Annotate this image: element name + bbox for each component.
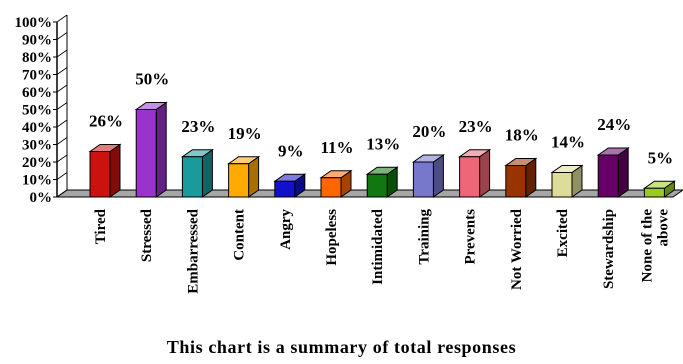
bar bbox=[412, 161, 434, 198]
bar-side bbox=[617, 147, 629, 198]
y-tick-label: 20% bbox=[22, 155, 52, 171]
data-label: 18% bbox=[505, 126, 539, 145]
y-tick-label: 90% bbox=[22, 33, 52, 49]
category-label: Angry bbox=[278, 209, 294, 250]
category-label: Tired bbox=[93, 208, 109, 244]
category-label: Stewardship bbox=[601, 209, 617, 289]
data-label: 5% bbox=[648, 148, 674, 167]
category-label: Intimidated bbox=[370, 208, 386, 285]
y-tick-depth bbox=[56, 49, 68, 58]
data-label: 9% bbox=[278, 141, 304, 160]
y-tick-label: 100% bbox=[15, 15, 53, 31]
data-label: 50% bbox=[135, 70, 169, 89]
bar-side bbox=[155, 101, 167, 198]
bar-side bbox=[201, 148, 213, 198]
category-label: above bbox=[655, 209, 671, 247]
data-label: 19% bbox=[228, 124, 262, 143]
bar bbox=[274, 180, 296, 198]
category-label: Not Worried bbox=[509, 208, 525, 290]
bar bbox=[366, 173, 388, 198]
category-label: Hopeless bbox=[324, 209, 340, 266]
data-label: 20% bbox=[412, 122, 446, 141]
y-tick-label: 30% bbox=[22, 138, 52, 154]
bar bbox=[135, 109, 157, 198]
category-label: Training bbox=[416, 209, 432, 265]
y-tick-depth bbox=[56, 84, 68, 93]
data-label: 23% bbox=[181, 117, 215, 136]
data-label: 11% bbox=[320, 138, 353, 157]
bar-side bbox=[479, 148, 491, 198]
data-label: 26% bbox=[89, 112, 123, 131]
bar bbox=[505, 165, 527, 198]
y-tick-label: 50% bbox=[22, 103, 52, 119]
chart-caption: This chart is a summary of total respons… bbox=[166, 337, 517, 357]
y-tick-depth bbox=[56, 172, 68, 180]
y-tick-depth bbox=[56, 102, 68, 110]
y-tick-depth bbox=[56, 67, 68, 75]
category-label: Content bbox=[232, 209, 248, 261]
y-tick-depth bbox=[56, 189, 68, 198]
y-tick-depth bbox=[56, 14, 68, 23]
category-label: Embarressed bbox=[185, 208, 201, 293]
y-tick-label: 80% bbox=[22, 50, 52, 66]
data-label: 13% bbox=[366, 134, 400, 153]
bar bbox=[597, 154, 619, 198]
bar bbox=[320, 177, 342, 198]
bar bbox=[89, 151, 111, 198]
y-tick-label: 70% bbox=[22, 68, 52, 84]
bar bbox=[551, 172, 573, 198]
category-label: Excited bbox=[555, 208, 571, 257]
bar-side bbox=[109, 143, 121, 198]
y-tick-label: 40% bbox=[22, 120, 52, 136]
bar bbox=[181, 156, 203, 198]
y-tick-label: 60% bbox=[22, 85, 52, 101]
bar bbox=[459, 156, 481, 198]
bar bbox=[643, 187, 665, 198]
data-label: 14% bbox=[551, 133, 585, 152]
y-tick-depth bbox=[56, 119, 68, 128]
y-tick-label: 10% bbox=[22, 173, 52, 189]
y-tick-depth bbox=[56, 137, 68, 145]
data-label: 24% bbox=[597, 115, 631, 134]
bar bbox=[228, 163, 250, 198]
category-label: Stressed bbox=[139, 208, 155, 262]
y-tick-depth bbox=[56, 154, 68, 163]
y-tick-depth bbox=[56, 32, 68, 40]
category-label: Prevents bbox=[463, 209, 479, 265]
category-label: None of the bbox=[639, 209, 655, 283]
y-tick-label: 0% bbox=[30, 190, 53, 206]
data-label: 23% bbox=[459, 117, 493, 136]
